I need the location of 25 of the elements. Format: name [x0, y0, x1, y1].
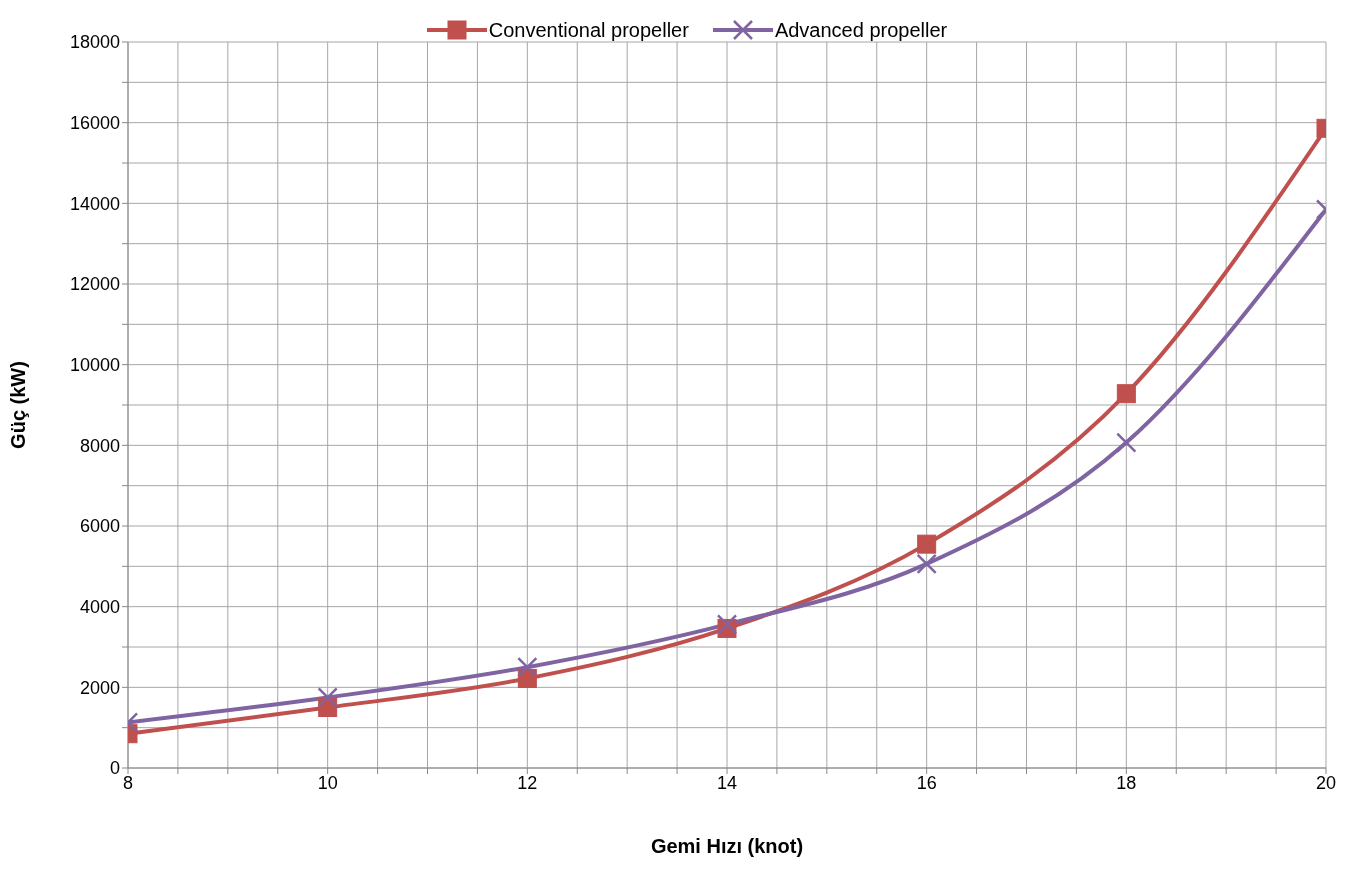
- x-tick-label: 12: [517, 772, 538, 793]
- y-tick-label: 0: [109, 758, 120, 779]
- y-tick-label: 12000: [69, 274, 120, 295]
- legend-label: Conventional propeller: [487, 18, 689, 42]
- y-tick-label: 4000: [79, 597, 120, 618]
- y-tick-label: 6000: [79, 516, 120, 537]
- x-tick-label: 20: [1315, 772, 1337, 793]
- x-tick-label: 14: [716, 772, 738, 793]
- y-tick-label: 18000: [69, 32, 120, 53]
- x-tick-label: 18: [1116, 772, 1137, 793]
- x-tick-label: 10: [317, 772, 338, 793]
- point: [917, 534, 937, 554]
- point: [916, 553, 937, 575]
- x-tick-label: 16: [916, 772, 937, 793]
- x-axis-title: Gemi Hızı (knot): [650, 835, 804, 857]
- point: [517, 656, 538, 678]
- point: [1116, 384, 1136, 404]
- legend-label: Advanced propeller: [773, 18, 948, 42]
- y-tick-label: 2000: [79, 677, 120, 698]
- y-tick-label: 16000: [69, 113, 120, 134]
- y-tick-label: 14000: [69, 193, 120, 214]
- y-axis-title: Güç (kW): [7, 361, 30, 449]
- x-tick-label: 8: [122, 772, 134, 793]
- y-tick-label: 10000: [69, 355, 120, 376]
- y-tick-label: 8000: [79, 435, 120, 456]
